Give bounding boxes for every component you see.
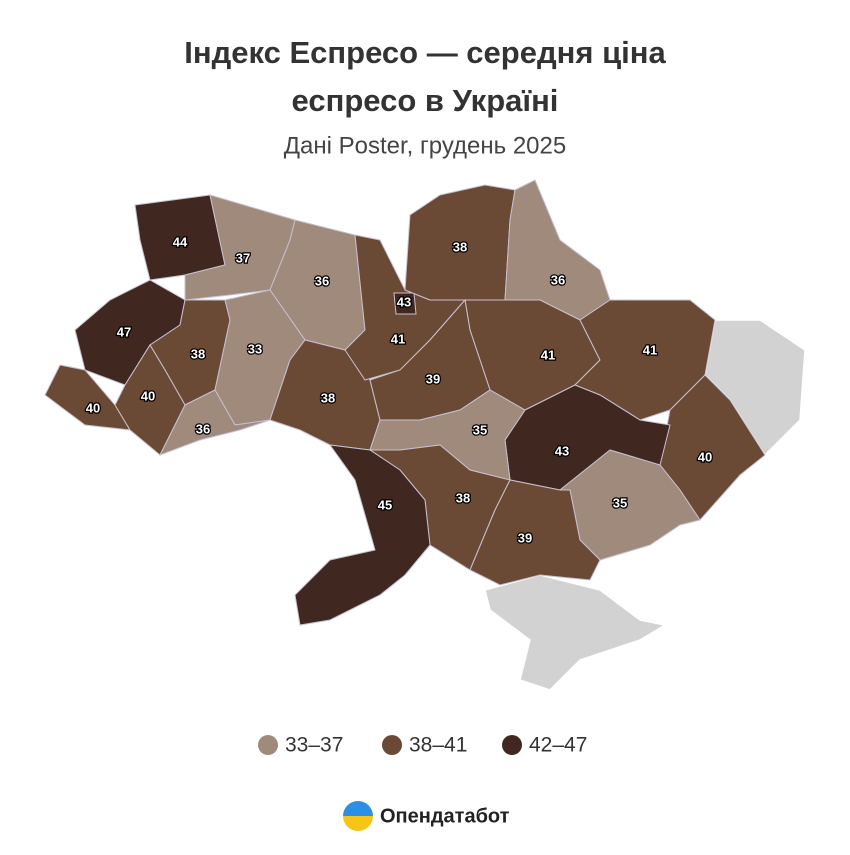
legend-swatch [382, 735, 402, 755]
region-label: 41 [643, 342, 657, 357]
region-label: 38 [453, 239, 467, 254]
region-label: 40 [141, 388, 155, 403]
region-label: 37 [236, 250, 250, 265]
region-label: 40 [86, 400, 100, 415]
region-label: 41 [541, 347, 555, 362]
logo-icon [343, 801, 373, 831]
region [158, 389, 271, 456]
region-label: 36 [551, 272, 565, 287]
region-label: 35 [473, 422, 487, 437]
region-label: 35 [613, 495, 627, 510]
legend-swatch [502, 735, 522, 755]
region-label: 33 [248, 341, 262, 356]
legend-label: 38–41 [409, 734, 467, 757]
region-label: 45 [378, 497, 392, 512]
map-labels: 44 37 36 47 38 33 40 40 36 38 41 43 38 36 41 39 41 40 43 35… [85, 233, 714, 547]
region-label: 43 [555, 443, 569, 458]
region-label: 41 [391, 331, 405, 346]
region [294, 444, 431, 626]
region-label: 38 [191, 346, 205, 361]
logo-text: Опендатабот [380, 805, 510, 827]
region-label: 43 [397, 294, 411, 309]
region-label: 40 [698, 449, 712, 464]
region-label: 39 [518, 530, 532, 545]
title-line: Індекс Еспресо — середня ціна [184, 35, 666, 70]
region-label: 36 [196, 421, 210, 436]
title-line: еспресо в Україні [292, 83, 559, 118]
subtitle: Дані Poster, грудень 2025 [284, 132, 566, 159]
legend: 33–37 38–41 42–47 [258, 734, 587, 757]
legend-swatch [258, 735, 278, 755]
region [469, 479, 601, 586]
region-label: 47 [117, 324, 131, 339]
map [44, 179, 806, 691]
region-label: 36 [315, 273, 329, 288]
region-label: 38 [321, 390, 335, 405]
region [504, 179, 611, 321]
region [393, 292, 417, 315]
region-label: 39 [426, 371, 440, 386]
region-label: 38 [456, 490, 470, 505]
legend-label: 42–47 [529, 734, 587, 757]
no-data-region [484, 574, 668, 691]
legend-label: 33–37 [285, 734, 343, 757]
region-label: 44 [173, 234, 188, 249]
